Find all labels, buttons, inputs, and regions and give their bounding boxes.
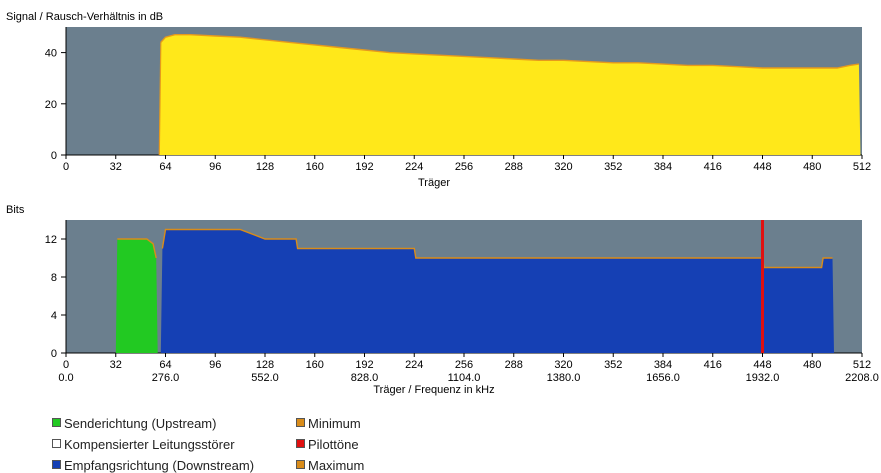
- downstream-area: [160, 229, 835, 353]
- chart1-x-tick-label: 384: [654, 359, 672, 371]
- chart1-freq-tick-label: 1104.0: [448, 372, 481, 384]
- chart1-freq-tick-label: 1380.0: [547, 372, 581, 384]
- chart0-x-tick-label: 448: [753, 161, 771, 173]
- snr-edge-line: [160, 34, 859, 69]
- legend-swatch-downstream: [52, 460, 61, 469]
- chart1-x-tick-label: 192: [355, 359, 373, 371]
- legend-swatch-pilot: [296, 439, 305, 448]
- chart1-x-tick-label: 352: [604, 359, 622, 371]
- chart1-freq-tick-label: 1932.0: [746, 372, 780, 384]
- chart1-x-tick-label: 0: [63, 359, 69, 371]
- chart0-x-tick-label: 0: [63, 161, 69, 173]
- chart0-y-tick-label: 0: [51, 150, 57, 162]
- legend-label-minimum: Minimum: [308, 416, 361, 431]
- legend: Senderichtung (Upstream) Kompensierter L…: [52, 414, 832, 473]
- upstream-area: [115, 239, 158, 353]
- snr-x-axis-label: Träger: [418, 177, 450, 189]
- chart0-x-tick-label: 256: [455, 161, 473, 173]
- legend-item-pilot: Pilottöne: [296, 437, 359, 452]
- legend-label-pilot: Pilottöne: [308, 437, 359, 452]
- chart1-x-tick-label: 416: [704, 359, 722, 371]
- chart1-y-tick-label: 0: [51, 348, 57, 360]
- downstream-max-line: [161, 228, 833, 269]
- legend-label-maximum: Maximum: [308, 458, 365, 473]
- chart0-x-tick-label: 160: [306, 161, 324, 173]
- legend-label-upstream: Senderichtung (Upstream): [64, 416, 217, 431]
- chart1-x-tick-label: 256: [455, 359, 473, 371]
- bits-chart-title: Bits: [6, 204, 25, 216]
- chart1-x-tick-label: 224: [405, 359, 423, 371]
- chart1-y-tick-label: 12: [45, 234, 57, 246]
- chart0-x-tick-label: 224: [405, 161, 423, 173]
- chart1-x-tick-label: 160: [306, 359, 324, 371]
- chart1-x-tick-label: 32: [110, 359, 122, 371]
- chart1-freq-tick-label: 828.0: [351, 372, 379, 384]
- chart0-x-tick-label: 320: [554, 161, 572, 173]
- chart0-x-tick-label: 32: [110, 161, 122, 173]
- chart0-x-tick-label: 96: [209, 161, 221, 173]
- legend-swatch-upstream: [52, 418, 61, 427]
- legend-swatch-minimum: [296, 418, 305, 427]
- chart1-x-tick-label: 480: [803, 359, 821, 371]
- snr-area: [159, 34, 861, 156]
- legend-label-downstream: Empfangsrichtung (Downstream): [64, 458, 255, 473]
- chart1-freq-tick-label: 552.0: [251, 372, 279, 384]
- chart1-freq-tick-label: 0.0: [58, 372, 73, 384]
- legend-item-minimum: Minimum: [296, 416, 361, 431]
- chart1-freq-tick-label: 2208.0: [845, 372, 879, 384]
- chart1-y-tick-label: 4: [51, 310, 57, 322]
- chart0-y-tick-label: 20: [45, 99, 57, 111]
- legend-label-compensated: Kompensierter Leitungsstörer: [64, 437, 235, 452]
- chart0-x-tick-label: 416: [704, 161, 722, 173]
- legend-swatch-maximum: [296, 460, 305, 469]
- chart1-x-tick-label: 288: [505, 359, 523, 371]
- legend-swatch-compensated: [52, 439, 61, 448]
- chart1-y-tick-label: 8: [51, 272, 57, 284]
- chart1-x-tick-label: 64: [159, 359, 171, 371]
- chart0-x-tick-label: 192: [355, 161, 373, 173]
- upstream-max-line: [117, 238, 157, 259]
- chart0-x-tick-label: 352: [604, 161, 622, 173]
- legend-item-upstream: Senderichtung (Upstream): [52, 416, 216, 431]
- chart1-freq-tick-label: 1656.0: [646, 372, 680, 384]
- chart0-x-tick-label: 480: [803, 161, 821, 173]
- snr-chart-title: Signal / Rausch-Verhältnis in dB: [6, 11, 163, 23]
- chart1-x-tick-label: 96: [209, 359, 221, 371]
- chart0-x-tick-label: 64: [159, 161, 171, 173]
- legend-item-compensated: Kompensierter Leitungsstörer: [52, 437, 235, 452]
- chart0-x-tick-label: 512: [853, 161, 871, 173]
- chart1-x-tick-label: 512: [853, 359, 871, 371]
- chart0-x-tick-label: 384: [654, 161, 672, 173]
- chart1-x-tick-label: 448: [753, 359, 771, 371]
- chart0-x-tick-label: 288: [505, 161, 523, 173]
- chart1-x-tick-label: 128: [256, 359, 274, 371]
- chart1-x-tick-label: 320: [554, 359, 572, 371]
- chart0-y-tick-label: 40: [45, 48, 57, 60]
- chart0-x-tick-label: 128: [256, 161, 274, 173]
- bits-x-axis-label: Träger / Frequenz in kHz: [373, 384, 494, 396]
- legend-item-maximum: Maximum: [296, 458, 364, 473]
- chart1-freq-tick-label: 276.0: [152, 372, 180, 384]
- legend-item-downstream: Empfangsrichtung (Downstream): [52, 458, 254, 473]
- snr-rise-edge: [158, 42, 162, 156]
